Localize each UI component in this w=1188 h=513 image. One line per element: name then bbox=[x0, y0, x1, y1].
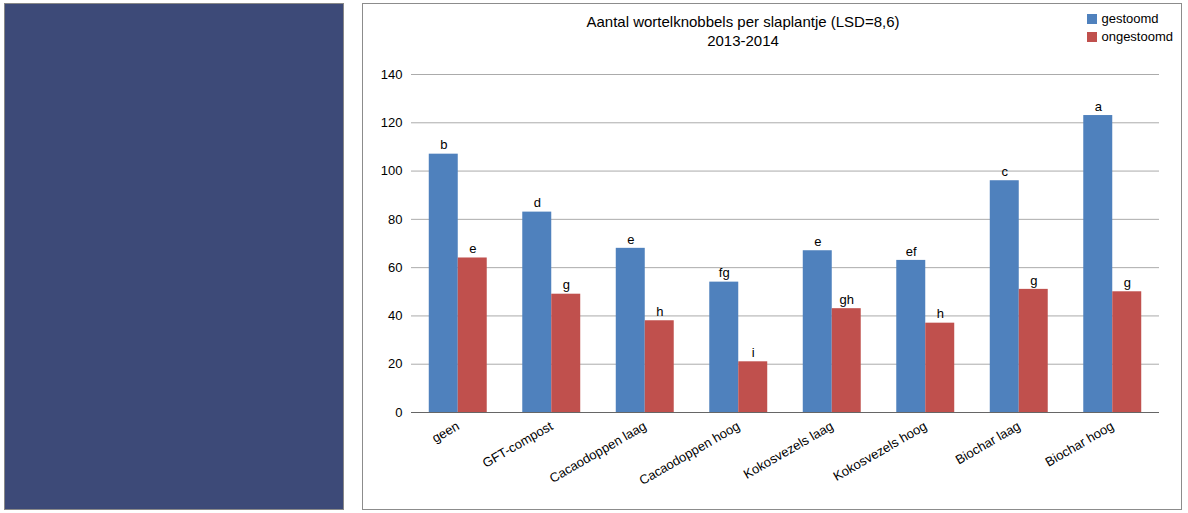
svg-text:Cacaodoppen hoog: Cacaodoppen hoog bbox=[637, 418, 743, 488]
svg-text:Cacaodoppen laag: Cacaodoppen laag bbox=[547, 418, 649, 486]
svg-text:d: d bbox=[534, 195, 541, 210]
html-text:2013-2014: 2013-2014 bbox=[707, 32, 779, 49]
svg-text:0: 0 bbox=[395, 405, 402, 420]
svg-text:g: g bbox=[1124, 275, 1131, 290]
svg-text:20: 20 bbox=[388, 356, 402, 371]
svg-text:e: e bbox=[627, 231, 634, 246]
svg-text:b: b bbox=[440, 137, 447, 152]
svg-text:gh: gh bbox=[840, 292, 854, 307]
svg-text:i: i bbox=[752, 345, 755, 360]
svg-text:80: 80 bbox=[388, 212, 402, 227]
svg-text:120: 120 bbox=[381, 115, 403, 130]
svg-text:ef: ef bbox=[906, 244, 917, 259]
svg-text:a: a bbox=[1095, 99, 1103, 114]
svg-text:g: g bbox=[1030, 273, 1037, 288]
svg-text:g: g bbox=[563, 277, 570, 292]
svg-text:fg: fg bbox=[719, 265, 730, 280]
svg-text:100: 100 bbox=[381, 163, 403, 178]
html-text:Aantal wortelknobbels per slap: Aantal wortelknobbels per slaplantje (LS… bbox=[586, 13, 900, 30]
svg-text:c: c bbox=[1002, 164, 1009, 179]
svg-text:e: e bbox=[814, 234, 821, 249]
svg-text:Biochar laag: Biochar laag bbox=[953, 418, 1023, 467]
svg-text:h: h bbox=[656, 304, 663, 319]
svg-text:e: e bbox=[469, 241, 476, 256]
svg-text:Biochar hoog: Biochar hoog bbox=[1042, 418, 1116, 469]
html-text:ongestoomd: ongestoomd bbox=[1101, 29, 1173, 44]
svg-text:geen: geen bbox=[429, 418, 462, 445]
svg-text:GFT-compost: GFT-compost bbox=[480, 418, 556, 471]
html-text:gestoomd: gestoomd bbox=[1101, 11, 1159, 26]
svg-text:Kokosvezels hoog: Kokosvezels hoog bbox=[830, 418, 929, 484]
svg-text:Kokosvezels laag: Kokosvezels laag bbox=[741, 418, 836, 482]
svg-text:h: h bbox=[937, 306, 944, 321]
svg-text:40: 40 bbox=[388, 308, 402, 323]
svg-text:140: 140 bbox=[381, 67, 403, 82]
svg-text:60: 60 bbox=[388, 260, 402, 275]
